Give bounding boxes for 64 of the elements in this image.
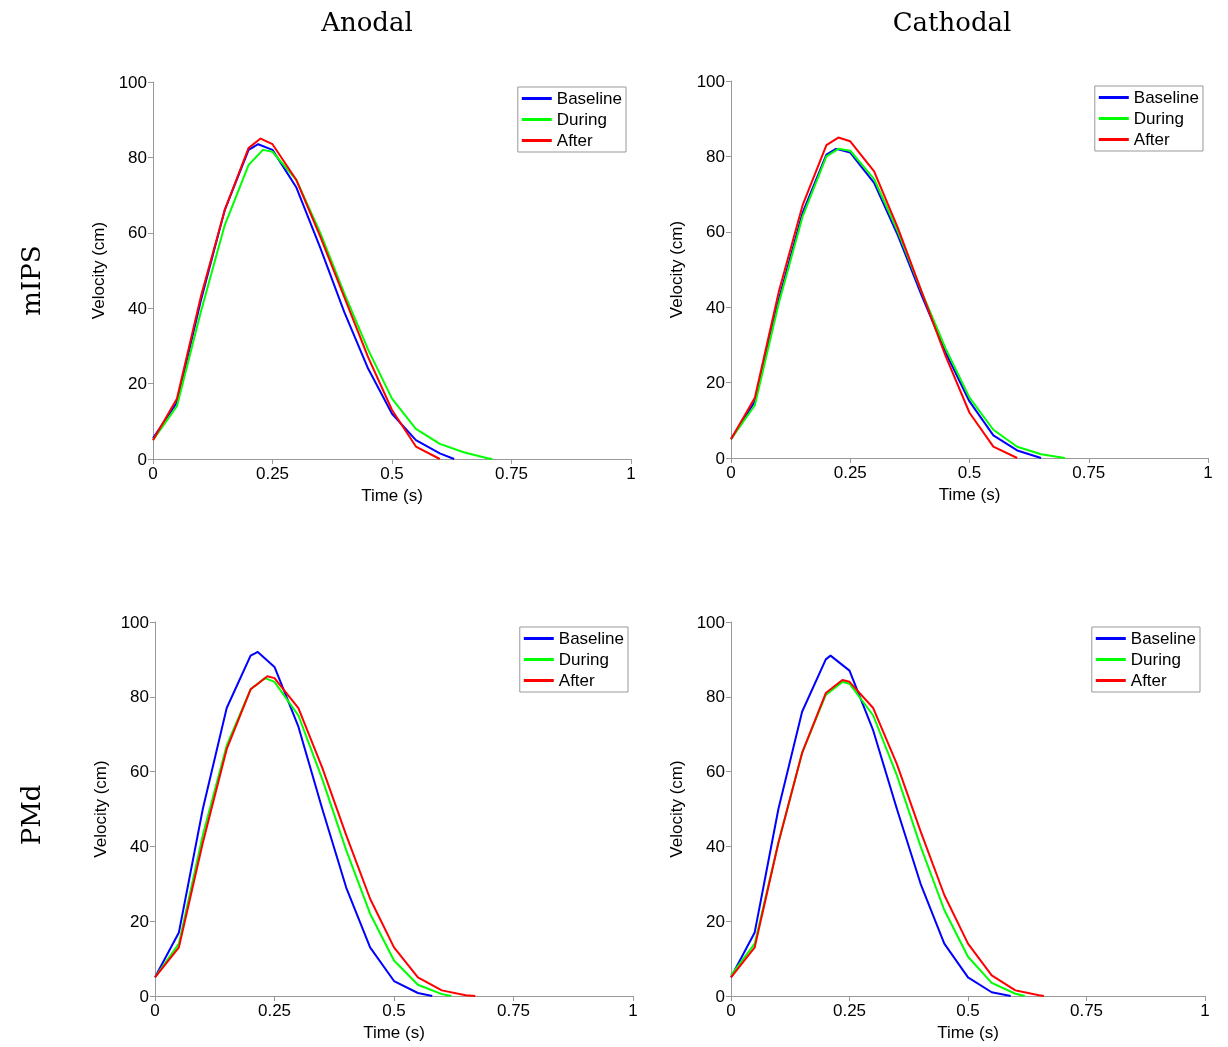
y-tick-label: 100 (120, 612, 149, 632)
x-tick-label: 0.75 (1072, 463, 1106, 482)
legend-label: After (558, 671, 596, 690)
y-tick-label: 0 (715, 448, 725, 468)
y-tick-label: 80 (128, 147, 147, 167)
x-tick-label: 1 (628, 1001, 638, 1020)
y-tick-label: 20 (706, 373, 725, 393)
x-tick-label: 0.5 (380, 464, 404, 483)
chart-title: Cathodal (892, 7, 1012, 37)
legend-label: During (1133, 109, 1184, 128)
y-tick-label: 60 (706, 762, 725, 782)
x-tick-label: 0.5 (382, 1001, 406, 1020)
x-tick-label: 1 (1200, 1001, 1210, 1020)
y-tick-label: 40 (128, 298, 147, 318)
y-tick-label: 0 (139, 986, 149, 1006)
x-tick-label: 0.75 (494, 464, 529, 483)
y-tick-label: 20 (128, 374, 147, 394)
x-tick-label: 0.75 (496, 1001, 531, 1020)
x-tick-label: 0.25 (833, 463, 867, 482)
text: PMd (16, 784, 46, 846)
y-tick-label: 0 (137, 449, 147, 469)
y-tick-label: 80 (706, 146, 725, 166)
y-tick-label: 60 (130, 762, 149, 782)
legend-label: Baseline (1133, 88, 1200, 107)
legend-label: Baseline (556, 89, 623, 108)
legend-label: After (1130, 671, 1168, 690)
x-tick-label: 0.75 (1069, 1001, 1104, 1020)
x-tick-label: 0.25 (257, 1001, 292, 1020)
legend-label: Baseline (558, 629, 625, 648)
legend-label: During (558, 650, 609, 669)
y-tick-label: 100 (696, 612, 725, 632)
y-axis-title: Velocity (cm) (89, 221, 108, 320)
y-tick-label: 80 (130, 687, 149, 707)
y-tick-label: 20 (130, 911, 149, 931)
x-tick-label: 0.5 (957, 463, 982, 482)
x-tick-label: 0.5 (956, 1001, 980, 1020)
x-axis-title: Time (s) (363, 1023, 425, 1042)
legend-label: During (1130, 650, 1181, 669)
x-tick-label: 0.25 (832, 1001, 867, 1020)
y-tick-label: 60 (706, 222, 725, 242)
legend-label: Baseline (1130, 629, 1197, 648)
y-axis-title: Velocity (cm) (667, 220, 686, 319)
y-axis-title: Velocity (cm) (91, 760, 110, 858)
text: mIPS (16, 245, 46, 316)
legend-label: During (556, 110, 607, 129)
y-tick-label: 40 (706, 836, 725, 856)
y-tick-label: 80 (706, 687, 725, 707)
legend-label: After (556, 131, 594, 150)
y-tick-label: 40 (130, 836, 149, 856)
y-tick-label: 60 (128, 223, 147, 243)
x-tick-label: 1 (1203, 463, 1213, 482)
x-tick-label: 0.25 (255, 464, 290, 483)
x-axis-title: Time (s) (938, 485, 1001, 504)
y-tick-label: 0 (715, 986, 725, 1006)
x-tick-label: 1 (626, 464, 636, 483)
y-tick-label: 100 (696, 71, 725, 91)
y-tick-label: 40 (706, 297, 725, 317)
x-axis-title: Time (s) (361, 486, 423, 505)
legend-label: After (1133, 130, 1171, 149)
x-axis-title: Time (s) (937, 1023, 999, 1042)
chart-title: Anodal (320, 7, 413, 37)
y-axis-title: Velocity (cm) (667, 760, 686, 858)
y-tick-label: 100 (118, 72, 147, 92)
y-tick-label: 20 (706, 911, 725, 931)
